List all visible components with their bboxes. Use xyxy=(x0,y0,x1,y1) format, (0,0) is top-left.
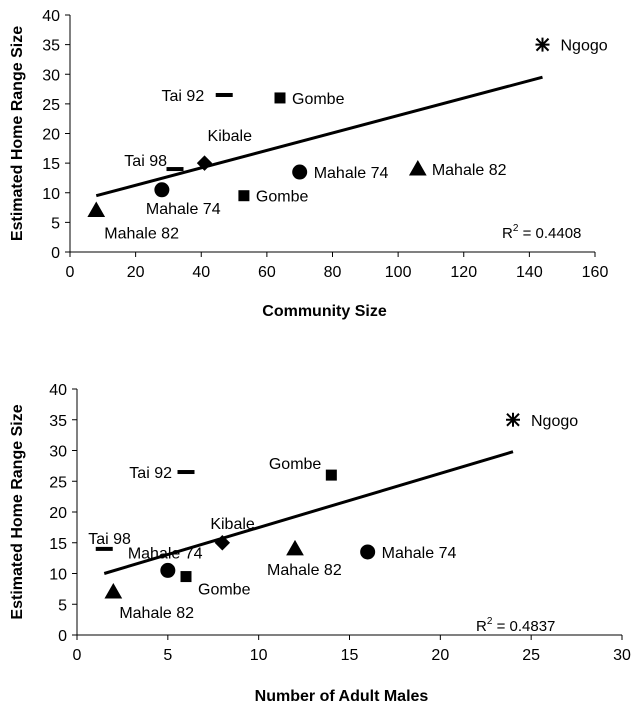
y-tick-label: 40 xyxy=(42,8,60,25)
y-tick-label: 5 xyxy=(51,215,60,232)
x-tick-label: 120 xyxy=(450,264,477,281)
point-label: Kibale xyxy=(208,128,253,145)
r-squared-annotation: R2 = 0.4837 xyxy=(476,616,555,635)
point-label: Ngogo xyxy=(531,413,578,430)
x-tick-label: 140 xyxy=(516,264,543,281)
point-label: Tai 92 xyxy=(162,88,205,105)
point-label: Mahale 82 xyxy=(432,162,507,179)
y-tick-label: 20 xyxy=(49,505,67,522)
point-label: Mahale 74 xyxy=(128,545,203,562)
y-axis-title: Estimated Home Range Size xyxy=(9,26,26,241)
point-label: Gombe xyxy=(269,456,322,473)
y-tick-label: 15 xyxy=(49,536,67,553)
data-point-diamond xyxy=(214,535,231,551)
data-point-triangle xyxy=(286,539,304,556)
data-point-square xyxy=(180,571,192,583)
point-label: Mahale 74 xyxy=(382,545,457,562)
point-label: Gombe xyxy=(292,91,345,108)
data-point-star xyxy=(506,412,520,427)
y-tick-label: 25 xyxy=(42,97,60,114)
x-axis-title: Community Size xyxy=(262,303,387,320)
point-label: Gombe xyxy=(198,582,251,599)
community-size-chart: 0 5 10 15 20 25 30 35 40 0 20 40 60 80 100 120 140 160 Com… xyxy=(0,0,631,340)
data-point-square xyxy=(238,190,250,202)
point-label: Tai 98 xyxy=(88,531,131,548)
point-label: Mahale 82 xyxy=(267,562,342,579)
y-tick-label: 40 xyxy=(49,382,67,399)
x-tick-label: 0 xyxy=(73,647,82,664)
y-tick-label: 35 xyxy=(49,413,67,430)
x-tick-label: 15 xyxy=(341,647,359,664)
r-squared-annotation: R2 = 0.4408 xyxy=(502,223,581,242)
y-tick-label: 30 xyxy=(42,67,60,84)
data-point-square xyxy=(325,469,337,481)
data-point-diamond xyxy=(196,155,213,171)
data-point-dash xyxy=(95,546,113,551)
x-tick-label: 10 xyxy=(250,647,268,664)
y-tick-label: 30 xyxy=(49,444,67,461)
y-axis-title: Estimated Home Range Size xyxy=(9,404,26,619)
y-tick-label: 5 xyxy=(58,597,67,614)
y-tick-label: 0 xyxy=(58,628,67,645)
x-tick-label: 80 xyxy=(324,264,342,281)
y-tick-label: 0 xyxy=(51,245,60,262)
data-point-triangle xyxy=(104,582,123,599)
y-tick-label: 10 xyxy=(49,567,67,584)
data-point-square xyxy=(274,92,286,104)
chart-svg: 0 5 10 15 20 25 30 35 40 0 5 10 15 20 25 30 Number of Ad… xyxy=(9,382,631,705)
x-tick-label: 20 xyxy=(431,647,449,664)
data-point-dash xyxy=(177,470,195,475)
data-point-circle xyxy=(160,562,176,578)
data-point-circle xyxy=(154,182,170,198)
data-point-dash xyxy=(166,167,184,172)
data-point-triangle xyxy=(87,201,106,218)
data-point-circle xyxy=(292,164,308,180)
point-label: Gombe xyxy=(256,189,309,206)
data-point-dash xyxy=(215,92,233,97)
y-tick-label: 10 xyxy=(42,186,60,203)
x-tick-label: 100 xyxy=(385,264,412,281)
x-tick-label: 0 xyxy=(66,264,75,281)
x-tick-label: 160 xyxy=(582,264,609,281)
trendline xyxy=(95,75,543,198)
x-tick-label: 30 xyxy=(613,647,631,664)
point-label: Ngogo xyxy=(561,38,608,55)
point-label: Mahale 82 xyxy=(119,605,194,622)
point-label: Tai 92 xyxy=(129,465,172,482)
x-axis-title: Number of Adult Males xyxy=(255,688,429,705)
x-tick-label: 40 xyxy=(192,264,210,281)
point-label: Mahale 74 xyxy=(146,201,221,218)
data-point-circle xyxy=(360,544,376,560)
data-point-star xyxy=(535,37,550,52)
adult-males-chart: 0 5 10 15 20 25 30 35 40 0 5 10 15 20 25 30 Number of Ad… xyxy=(0,340,631,706)
point-label: Kibale xyxy=(210,516,255,533)
y-tick-label: 20 xyxy=(42,127,60,144)
x-tick-label: 25 xyxy=(522,647,540,664)
y-tick-label: 25 xyxy=(49,474,67,491)
point-label: Tai 98 xyxy=(124,153,167,170)
trendline xyxy=(103,450,514,575)
y-tick-label: 35 xyxy=(42,38,60,55)
y-tick-label: 15 xyxy=(42,156,60,173)
point-label: Mahale 82 xyxy=(104,226,179,243)
x-tick-label: 60 xyxy=(258,264,276,281)
x-tick-label: 20 xyxy=(127,264,145,281)
data-point-triangle xyxy=(408,160,427,176)
chart-svg: 0 5 10 15 20 25 30 35 40 0 20 40 60 80 100 120 140 160 Com… xyxy=(9,8,609,320)
point-label: Mahale 74 xyxy=(314,165,389,182)
x-tick-label: 5 xyxy=(163,647,172,664)
